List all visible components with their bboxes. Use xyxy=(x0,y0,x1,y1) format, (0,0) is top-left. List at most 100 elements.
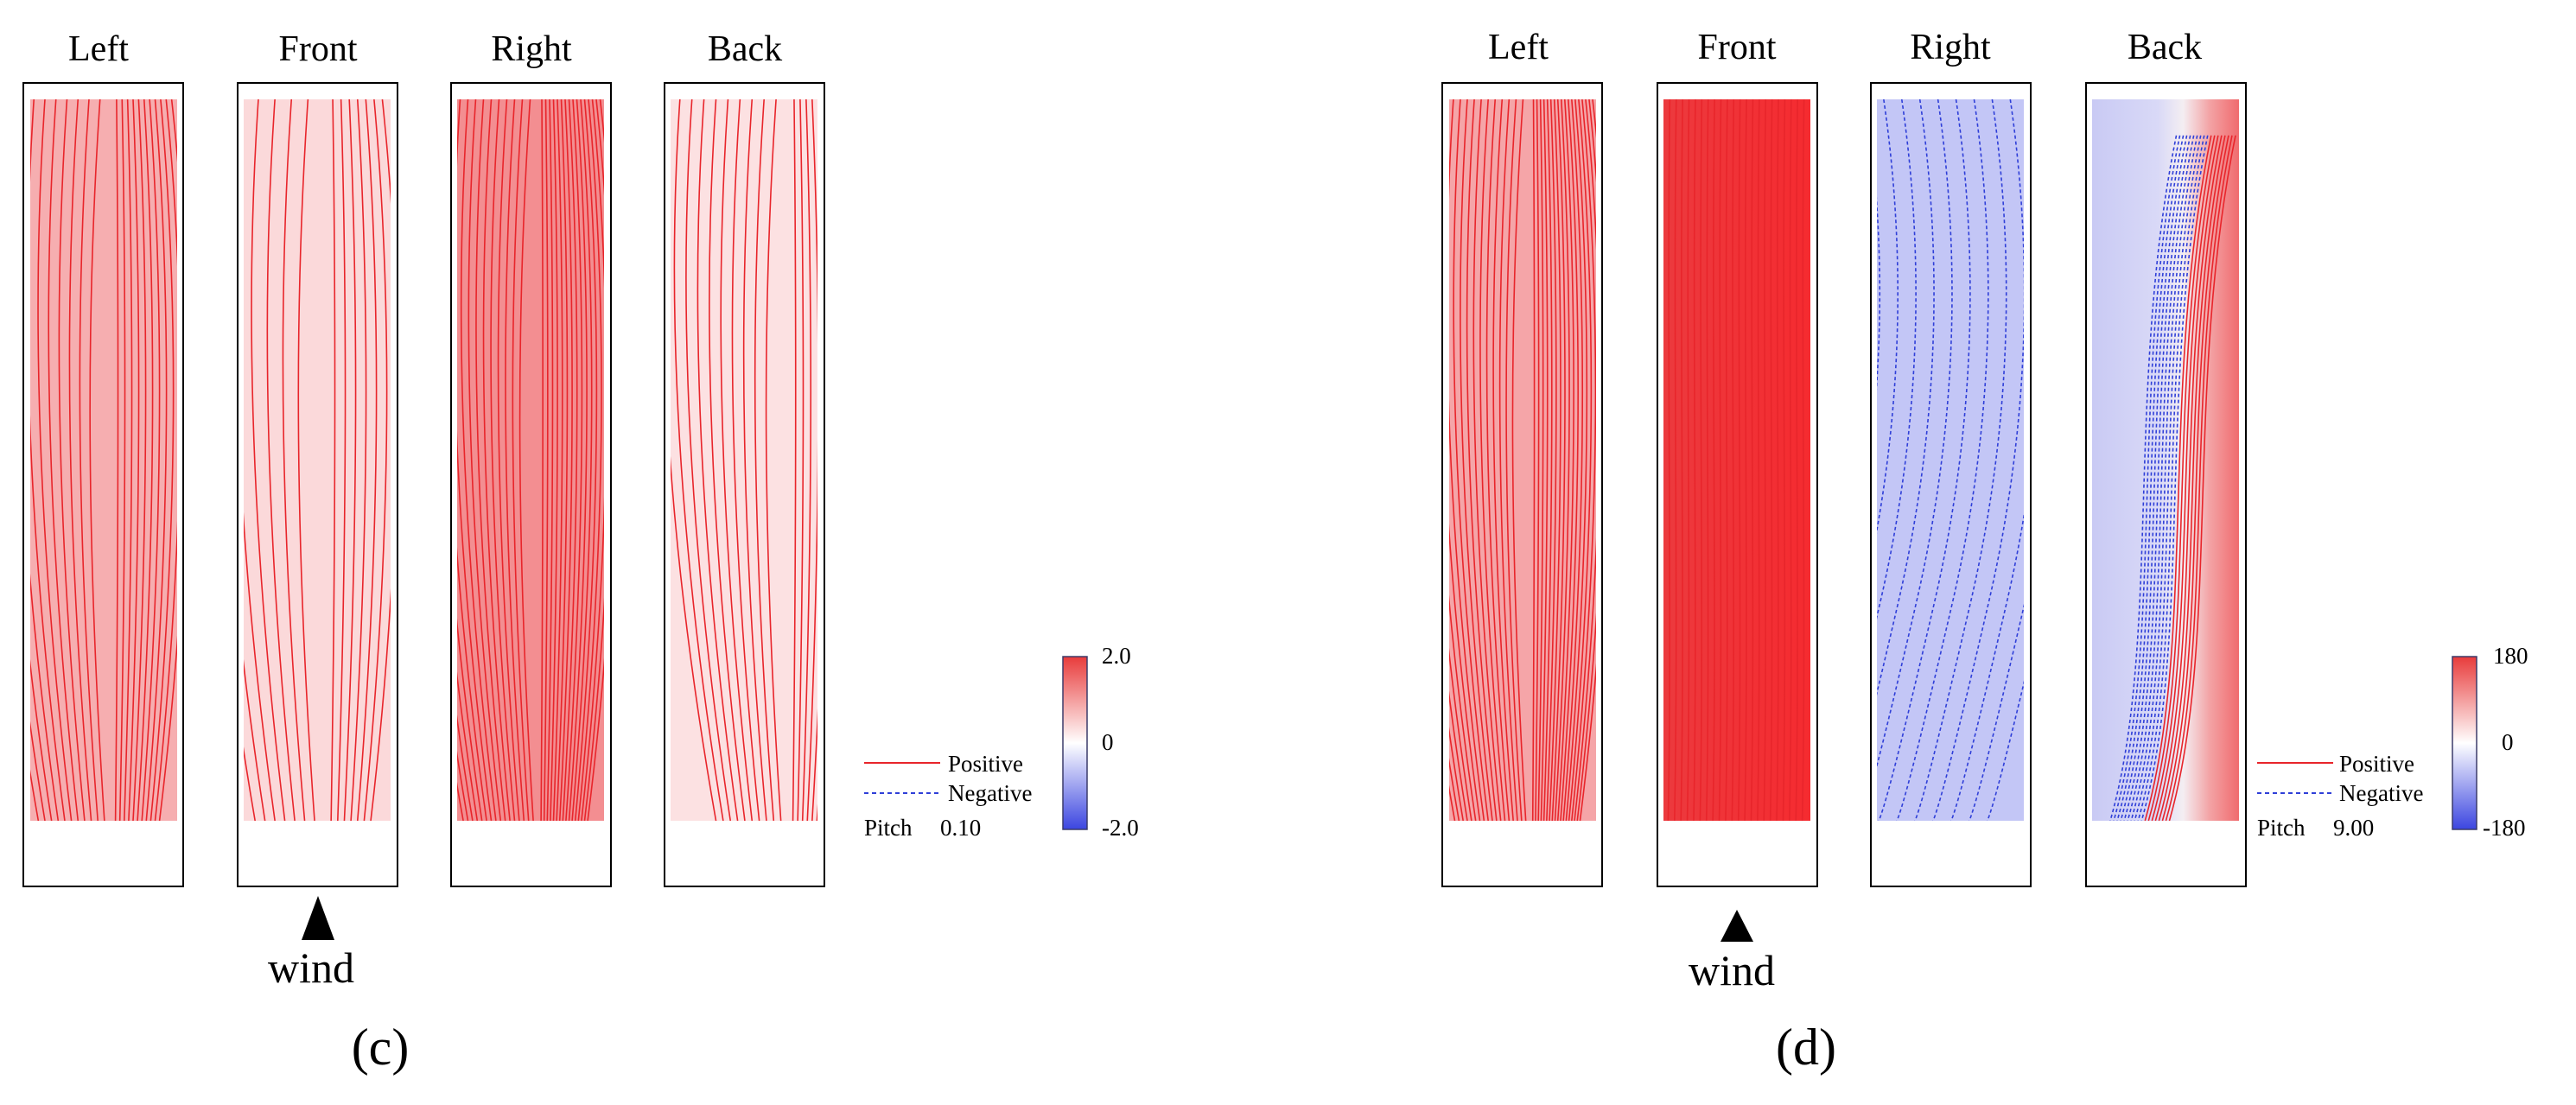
pitch-value-c: 0.10 xyxy=(940,815,981,841)
pitch-value-d: 9.00 xyxy=(2333,815,2374,841)
legend-negative-label-d: Negative xyxy=(2339,780,2423,806)
contour-line-d-left xyxy=(1485,99,1553,821)
contour-line-c-right xyxy=(505,99,554,821)
contour-line-d-front xyxy=(1737,99,1741,821)
face-field-front-d xyxy=(1663,99,1810,821)
contour-line-c-right xyxy=(497,99,558,821)
contour-line-d-back xyxy=(2109,135,2178,821)
contour-line-d-right xyxy=(1965,603,2024,821)
contour-line-c-right xyxy=(475,99,573,821)
contour-line-d-back xyxy=(2127,135,2195,821)
wind-label-c: wind xyxy=(268,943,354,992)
contour-line-c-right xyxy=(482,99,569,821)
contour-line-c-back xyxy=(765,99,797,821)
contour-line-d-right xyxy=(1878,99,1971,821)
contour-line-c-right xyxy=(512,99,549,821)
contour-line-c-right xyxy=(457,99,604,821)
contours-front-c xyxy=(244,99,391,821)
panel-c: Left Front Right Back wind (c) Positive … xyxy=(22,29,1139,1076)
face-field-right-d xyxy=(1877,99,2024,821)
face-title-right-c: Right xyxy=(491,29,572,69)
contour-line-d-front xyxy=(1699,99,1703,821)
contour-line-d-front xyxy=(1705,99,1709,821)
contour-line-c-back xyxy=(731,99,817,821)
legend-positive-label-d: Positive xyxy=(2339,751,2414,777)
contour-line-c-left xyxy=(37,99,154,821)
contour-line-d-back xyxy=(2140,135,2209,821)
contour-line-d-right xyxy=(1877,99,1917,620)
contour-line-c-front xyxy=(251,99,367,821)
legend-negative-label-c: Negative xyxy=(948,780,1032,806)
contour-line-d-front xyxy=(1667,99,1671,821)
face-field-back-c xyxy=(671,99,817,821)
contour-line-d-right xyxy=(1929,99,2024,821)
contour-line-d-back xyxy=(2154,135,2223,821)
contour-line-c-back xyxy=(720,99,817,821)
contours-right-d xyxy=(1877,99,2024,821)
contour-line-c-front xyxy=(244,99,388,821)
contour-line-c-right xyxy=(457,99,602,821)
face-title-left-d: Left xyxy=(1488,28,1549,67)
contours-right-c xyxy=(457,99,604,821)
contour-line-c-right xyxy=(457,99,593,821)
contour-line-d-front xyxy=(1712,99,1715,821)
contour-line-c-right xyxy=(457,99,598,821)
contour-line-c-left xyxy=(30,99,177,821)
contour-line-d-left xyxy=(1449,99,1596,821)
panel-label-d: (d) xyxy=(1776,1019,1836,1076)
contour-line-d-right xyxy=(1892,99,1989,821)
contour-line-c-left xyxy=(30,99,161,821)
contour-line-c-left xyxy=(89,99,119,821)
contour-line-d-back xyxy=(2120,135,2188,821)
contour-line-c-left xyxy=(68,99,133,821)
contour-line-c-right xyxy=(457,99,588,821)
contour-line-d-front xyxy=(1744,99,1747,821)
contour-line-d-front xyxy=(1789,99,1792,821)
contour-line-d-left xyxy=(1449,99,1596,821)
contour-line-c-back xyxy=(673,99,724,821)
contour-line-d-left xyxy=(1472,99,1562,821)
contour-line-d-back xyxy=(2137,135,2205,821)
contour-line-c-right xyxy=(467,99,578,821)
colorbar-min-label-d: -180 xyxy=(2483,815,2526,841)
contour-line-c-right xyxy=(457,99,604,821)
face-title-right-d: Right xyxy=(1910,28,1991,67)
contour-line-c-left xyxy=(30,99,175,821)
face-title-left-c: Left xyxy=(68,29,129,69)
contour-line-d-right xyxy=(1877,99,1953,769)
contour-line-d-front xyxy=(1673,99,1677,821)
contour-line-d-left xyxy=(1511,99,1536,821)
contour-line-d-back xyxy=(2134,135,2202,821)
contour-line-d-back xyxy=(2168,135,2236,821)
contour-line-d-left xyxy=(1453,99,1574,821)
contour-line-d-right xyxy=(1877,99,1935,696)
contour-line-d-left xyxy=(1449,99,1593,821)
contour-line-d-back xyxy=(2130,135,2198,821)
contour-line-d-back xyxy=(2123,135,2191,821)
colorbar-d xyxy=(2452,656,2477,830)
wind-label-d: wind xyxy=(1689,946,1775,994)
contour-line-c-front xyxy=(297,99,336,821)
contours-back-c xyxy=(671,99,817,821)
contour-line-c-front xyxy=(244,99,391,821)
contour-line-d-left xyxy=(1449,99,1579,821)
contour-line-d-right xyxy=(1911,99,2007,821)
contour-line-d-left xyxy=(1449,99,1584,821)
contour-line-d-left xyxy=(1479,99,1557,821)
face-field-front-c xyxy=(244,99,391,821)
contour-line-d-front xyxy=(1680,99,1683,821)
contour-line-d-front xyxy=(1776,99,1779,821)
colorbar-min-label-c: -2.0 xyxy=(1102,815,1139,841)
legend-positive-label-c: Positive xyxy=(948,751,1023,777)
contour-line-c-left xyxy=(30,99,177,821)
contour-line-d-front xyxy=(1769,99,1773,821)
pitch-label-c: Pitch xyxy=(864,815,913,841)
contour-line-d-left xyxy=(1498,99,1544,821)
colorbar-max-label-c: 2.0 xyxy=(1102,643,1131,669)
contour-line-d-front xyxy=(1693,99,1696,821)
contour-line-d-front xyxy=(1731,99,1735,821)
contour-line-d-front xyxy=(1801,99,1805,821)
contour-line-d-back xyxy=(2151,135,2219,821)
contour-line-d-back xyxy=(2165,135,2233,821)
